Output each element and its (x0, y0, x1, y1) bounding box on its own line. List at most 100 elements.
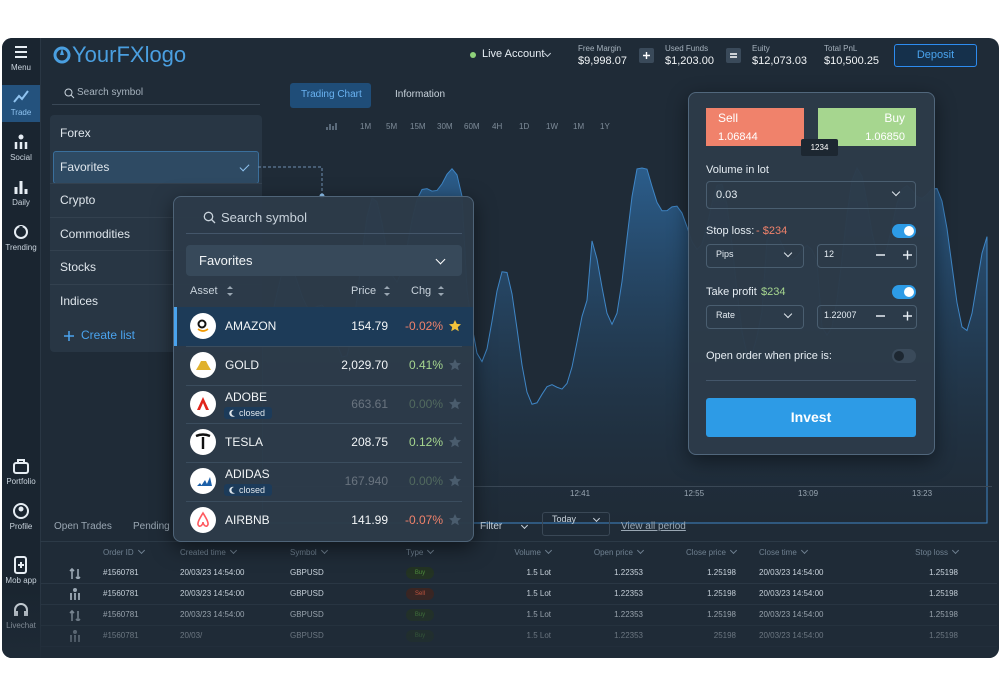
timeframe[interactable]: 30M (437, 122, 453, 131)
timeframe[interactable]: 4H (492, 122, 503, 131)
stat-value: $10,500.25 (824, 55, 880, 67)
nav-label[interactable]: Profile (9, 522, 33, 531)
timeframe[interactable]: 1D (519, 122, 530, 131)
add-button[interactable] (639, 48, 654, 63)
chart-type-icon[interactable] (326, 121, 338, 131)
nav-icon[interactable] (12, 223, 30, 241)
favorite-star[interactable] (448, 397, 462, 411)
nav-label[interactable]: Social (10, 153, 32, 162)
column-header[interactable]: Symbol (290, 548, 327, 557)
status: closed (239, 407, 266, 418)
asset-name[interactable]: ADIDAS (225, 467, 270, 482)
time-label: 12:41 (570, 489, 591, 498)
category[interactable]: Crypto (60, 193, 96, 208)
column-header[interactable]: Close price (666, 548, 736, 557)
tab-active-bg (290, 83, 371, 108)
timeframe[interactable]: 5M (386, 122, 398, 131)
chart-tab[interactable]: Information (395, 89, 446, 100)
chart-tab[interactable]: Trading Chart (301, 89, 362, 100)
category[interactable]: Favorites (60, 159, 110, 174)
period[interactable]: Today (552, 514, 577, 524)
nav-icon[interactable] (12, 178, 30, 196)
view-all-link[interactable]: View all period (621, 521, 686, 532)
column-header[interactable]: Volume (481, 548, 551, 557)
take_profit-unit: Rate (716, 310, 736, 320)
take_profit-field[interactable] (817, 305, 917, 329)
column-header[interactable]: Price (351, 285, 377, 297)
nav-label[interactable]: Mob app (5, 576, 37, 585)
stepper[interactable] (874, 310, 914, 322)
nav-label[interactable]: Menu (10, 63, 31, 72)
create-list[interactable]: Create list (81, 328, 136, 342)
account-select[interactable]: Live Account (482, 48, 545, 60)
stepper[interactable] (874, 249, 914, 261)
timeframe[interactable]: 60M (464, 122, 480, 131)
category[interactable]: Forex (60, 126, 91, 140)
column-header[interactable]: Stop loss (888, 548, 958, 557)
category[interactable]: Stocks (60, 260, 97, 275)
trades-tab[interactable]: Open Trades (54, 521, 112, 532)
nav-label[interactable]: Trending (5, 243, 37, 252)
stop_loss-unit-select[interactable] (706, 244, 804, 268)
invest-button[interactable]: Invest (706, 398, 916, 437)
asset-logo (190, 390, 216, 417)
change: 0.00% (408, 396, 443, 411)
asset-name[interactable]: TESLA (225, 435, 264, 450)
nav-icon[interactable] (12, 556, 30, 574)
asset-logo (190, 507, 216, 533)
search-input[interactable]: Search symbol (221, 210, 307, 225)
sell-button[interactable] (706, 108, 804, 146)
list-select[interactable] (186, 245, 462, 276)
deposit-button[interactable]: Deposit (894, 44, 977, 67)
favorite-star[interactable] (448, 513, 462, 527)
timeframe[interactable]: 15M (410, 122, 426, 131)
favorite-star[interactable] (448, 358, 462, 372)
timeframe[interactable]: 1W (546, 122, 558, 131)
open-order-label: Open order when price is: (706, 350, 832, 362)
asset-name[interactable]: ADOBE (225, 389, 268, 404)
take_profit-unit-select[interactable] (706, 305, 804, 329)
price: 663.61 (351, 396, 388, 411)
take_profit-label: Take profit (706, 286, 757, 298)
nav-label[interactable]: Trade (10, 108, 32, 117)
favorite-star[interactable] (448, 435, 462, 449)
nav-icon[interactable] (12, 457, 30, 475)
nav-label[interactable]: Portfolio (6, 477, 36, 486)
column-header[interactable]: Order ID (103, 548, 144, 557)
trades-tab[interactable]: Pending (133, 521, 170, 532)
chart-axis (262, 486, 992, 487)
column-header[interactable]: Close time (759, 548, 807, 557)
timeframe[interactable]: 1M (573, 122, 585, 131)
equals-button[interactable] (726, 48, 741, 63)
column-header[interactable]: Chg (411, 285, 432, 297)
favorite-star[interactable] (448, 319, 462, 333)
asset-name[interactable]: AIRBNB (225, 513, 270, 527)
sell-price: 1.06844 (718, 131, 758, 143)
stat-label: Used Funds (665, 44, 709, 53)
nav-icon[interactable] (12, 502, 30, 520)
stop_loss-field[interactable] (817, 244, 917, 268)
category[interactable]: Indices (60, 294, 99, 308)
nav-icon[interactable] (12, 43, 30, 61)
nav-icon[interactable] (12, 88, 30, 106)
column-header[interactable]: Created time (180, 548, 236, 557)
search-input[interactable]: Search symbol (77, 87, 144, 98)
asset-logo (190, 313, 216, 339)
filter[interactable]: Filter (480, 521, 503, 532)
row-selected[interactable] (174, 307, 473, 346)
asset-name[interactable]: AMAZON (225, 319, 277, 333)
column-header[interactable]: Asset (190, 285, 218, 297)
search-underline (52, 104, 260, 105)
asset-name[interactable]: GOLD (225, 357, 260, 372)
favorite-star[interactable] (448, 474, 462, 488)
column-header[interactable]: Open price (573, 548, 643, 557)
nav-label[interactable]: Daily (12, 198, 30, 207)
timeframe[interactable]: 1M (360, 122, 372, 131)
column-header[interactable]: Type (406, 548, 433, 557)
nav-icon[interactable] (12, 133, 30, 151)
volume-select[interactable] (706, 181, 916, 209)
plus-icon[interactable] (63, 330, 75, 342)
status: closed (239, 485, 266, 496)
timeframe[interactable]: 1Y (600, 122, 610, 131)
category[interactable]: Commodities (60, 226, 131, 241)
